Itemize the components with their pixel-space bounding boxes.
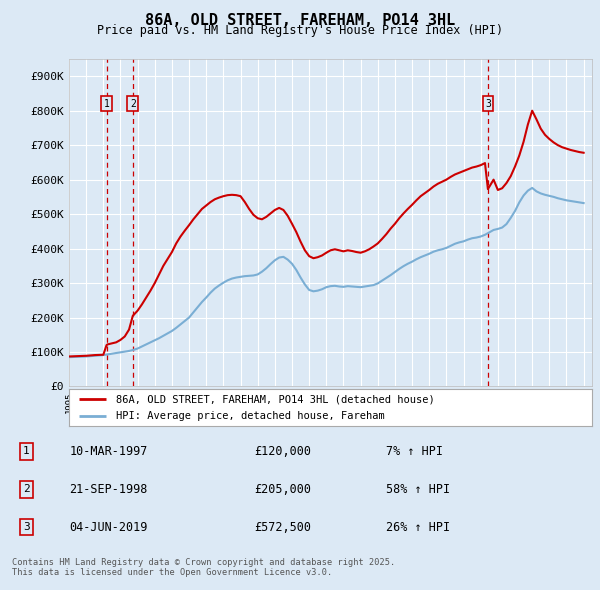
- Text: 3: 3: [485, 99, 491, 109]
- Text: 26% ↑ HPI: 26% ↑ HPI: [386, 521, 451, 534]
- Text: 2: 2: [130, 99, 136, 109]
- Text: 3: 3: [23, 522, 30, 532]
- Text: £120,000: £120,000: [254, 445, 311, 458]
- Text: 58% ↑ HPI: 58% ↑ HPI: [386, 483, 451, 496]
- Text: 7% ↑ HPI: 7% ↑ HPI: [386, 445, 443, 458]
- Text: Price paid vs. HM Land Registry's House Price Index (HPI): Price paid vs. HM Land Registry's House …: [97, 24, 503, 37]
- Text: 04-JUN-2019: 04-JUN-2019: [70, 521, 148, 534]
- Text: £205,000: £205,000: [254, 483, 311, 496]
- Text: 2: 2: [23, 484, 30, 494]
- Text: 10-MAR-1997: 10-MAR-1997: [70, 445, 148, 458]
- Text: 86A, OLD STREET, FAREHAM, PO14 3HL: 86A, OLD STREET, FAREHAM, PO14 3HL: [145, 12, 455, 28]
- Text: 1: 1: [104, 99, 110, 109]
- Text: £572,500: £572,500: [254, 521, 311, 534]
- Text: Contains HM Land Registry data © Crown copyright and database right 2025.
This d: Contains HM Land Registry data © Crown c…: [12, 558, 395, 577]
- Text: HPI: Average price, detached house, Fareham: HPI: Average price, detached house, Fare…: [116, 411, 385, 421]
- Text: 1: 1: [23, 447, 30, 457]
- Text: 86A, OLD STREET, FAREHAM, PO14 3HL (detached house): 86A, OLD STREET, FAREHAM, PO14 3HL (deta…: [116, 394, 435, 404]
- Text: 21-SEP-1998: 21-SEP-1998: [70, 483, 148, 496]
